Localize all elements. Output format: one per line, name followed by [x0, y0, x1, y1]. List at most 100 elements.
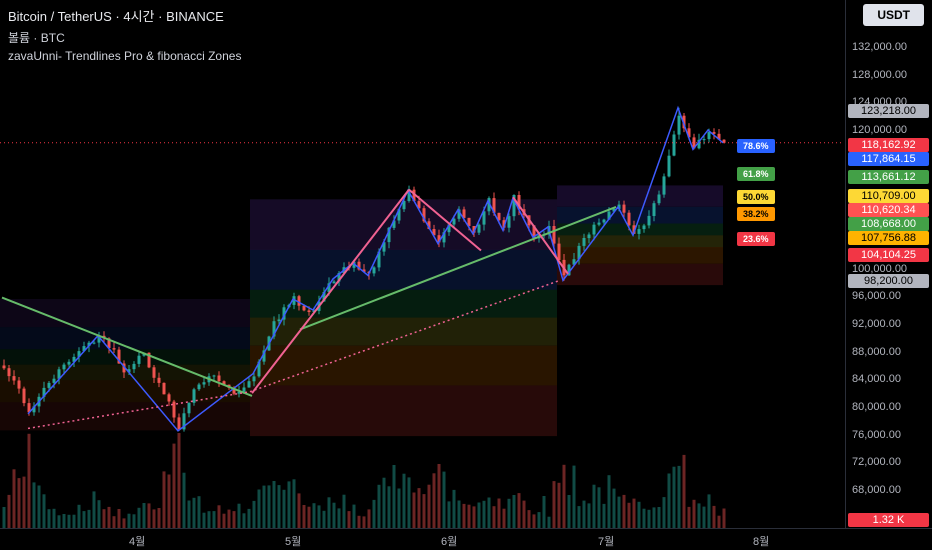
fib-zone-april-band	[0, 327, 250, 350]
candle-body	[167, 394, 171, 402]
high-price-label: 123,218.00	[848, 104, 929, 118]
currency-toggle-button[interactable]: USDT	[863, 4, 924, 26]
volume-bar	[307, 506, 311, 528]
volume-bar	[127, 513, 131, 528]
candle-body	[452, 218, 456, 225]
volume-bar	[377, 484, 381, 528]
candle-body	[627, 212, 631, 226]
candle-body	[82, 346, 86, 352]
candle-body	[407, 189, 411, 201]
volume-bar	[137, 507, 141, 528]
price-tick: 92,000.00	[852, 318, 901, 330]
candle-body	[127, 369, 131, 373]
candle-body	[517, 195, 521, 210]
volume-bar	[292, 479, 296, 528]
month-label: 7월	[598, 536, 615, 548]
volume-bar	[252, 500, 256, 528]
zigzag-blue[interactable]	[27, 105, 724, 432]
volume-bar	[302, 505, 306, 528]
candle-body	[12, 376, 16, 381]
volume-bar	[542, 496, 546, 528]
volume-bar	[562, 464, 566, 528]
trendline-green-descending[interactable]	[1, 296, 253, 397]
fib-tag-618: 61.8%	[737, 167, 775, 181]
volume-bar	[82, 511, 86, 528]
indicator-label[interactable]: zavaUnni- Trendlines Pro & fibonacci Zon…	[8, 49, 242, 63]
volume-bar	[242, 513, 246, 528]
volume-bar	[667, 473, 671, 528]
candle-body	[602, 219, 606, 223]
candle-body	[257, 361, 261, 377]
volume-bar	[212, 511, 216, 528]
volume-bar	[42, 494, 46, 528]
candle-body	[222, 381, 226, 385]
candle-body	[377, 251, 381, 268]
candle-body	[147, 352, 151, 368]
candle-body	[7, 368, 11, 377]
candle-body	[252, 376, 256, 382]
candle-body	[212, 375, 216, 377]
candle-body	[242, 387, 246, 392]
candle-body	[397, 209, 401, 221]
month-label: 5월	[285, 536, 302, 548]
candle-body	[472, 226, 476, 233]
volume-bar	[192, 497, 196, 528]
volume-bar	[487, 497, 491, 528]
candle-body	[107, 338, 111, 349]
candle-body	[437, 235, 441, 243]
candle-body	[42, 387, 46, 397]
volume-bar	[262, 485, 266, 528]
chart-legend: Bitcoin / TetherUS · 4시간 · BINANCE 볼륨 · …	[8, 6, 241, 66]
volume-bar	[717, 515, 721, 528]
volume-bar	[527, 510, 531, 528]
candle-body	[492, 198, 496, 213]
volume-bar	[422, 494, 426, 528]
volume-indicator-label[interactable]: 볼륨 · BTC	[8, 31, 65, 45]
volume-bar	[177, 433, 181, 528]
trendline-pink-descending-1[interactable]	[408, 188, 482, 252]
candle-body	[672, 134, 676, 156]
volume-bar	[647, 509, 651, 528]
candle-body	[32, 406, 36, 413]
candle-body	[622, 204, 626, 213]
volume-bar	[472, 506, 476, 528]
candle-body	[572, 259, 576, 265]
volume-bar	[52, 508, 56, 528]
volume-bar	[402, 473, 406, 528]
trendline-pink-descending-2[interactable]	[512, 196, 569, 275]
support-dotted-pink[interactable]	[27, 279, 561, 430]
candle-body	[162, 382, 166, 395]
volume-bar	[282, 489, 286, 528]
candle-body	[277, 319, 281, 322]
candle-body	[667, 155, 671, 177]
candle-body	[442, 232, 446, 243]
volume-bar	[87, 509, 91, 528]
symbol-title[interactable]: Bitcoin / TetherUS · 4시간 · BINANCE	[8, 9, 224, 24]
volume-bar	[217, 505, 221, 528]
price-axis[interactable]: 132,000.00 128,000.00 124,000.00 120,000.00…	[845, 0, 932, 528]
volume-bar	[67, 514, 71, 528]
candle-body	[152, 367, 156, 378]
candle-body	[237, 391, 241, 394]
fib-zone-july-band	[557, 235, 723, 248]
fib-b236-price-label: 110,620.34	[848, 203, 929, 217]
volume-bar	[227, 509, 231, 528]
price-tick: 120,000.00	[852, 124, 908, 136]
volume-bar	[632, 498, 636, 528]
month-label: 6월	[441, 536, 458, 548]
time-axis[interactable]: 4월 5월 6월 7월 8월	[0, 528, 932, 550]
candle-body	[187, 402, 191, 414]
volume-bar	[687, 506, 691, 528]
candle-body	[687, 128, 691, 138]
candle-body	[332, 281, 336, 284]
volume-bar	[557, 482, 561, 528]
volume-bar	[22, 476, 26, 528]
fib-zone-april-band	[0, 349, 250, 365]
candle-body	[467, 217, 471, 226]
candlestick-chart[interactable]	[0, 0, 845, 528]
fib-zone-may-band	[250, 317, 557, 346]
volume-bar	[102, 509, 106, 528]
trendline-pink-ascending[interactable]	[251, 188, 410, 394]
volume-bar	[247, 508, 251, 528]
trendline-green-ascending[interactable]	[299, 205, 617, 331]
